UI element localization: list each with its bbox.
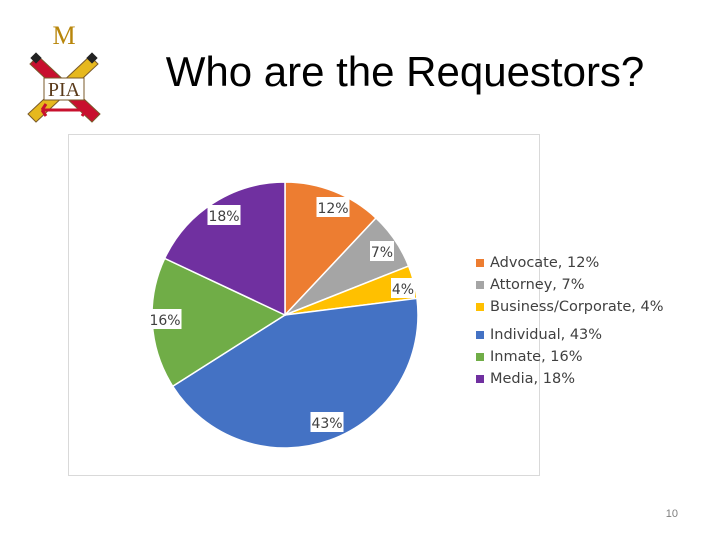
logo-letter: M [52,21,75,50]
data-label: 18% [207,205,241,225]
legend-swatch [476,375,484,383]
data-label: 4% [391,278,415,298]
legend-swatch [476,331,484,339]
pie-chart: 12% 7% 4% 43% 16% 18% [148,181,419,449]
data-label: 12% [316,197,350,217]
data-label-text: 4% [392,282,414,298]
chart-area: 12% 7% 4% 43% 16% 18% [68,134,540,476]
page-number: 10 [665,508,678,520]
legend-label: Inmate, 16% [490,349,583,365]
legend-item: Individual, 43% [470,324,710,346]
data-label: 16% [148,309,182,329]
data-label-text: 43% [311,416,342,432]
data-label-bg [391,278,415,298]
legend-label: Attorney, 7% [490,277,585,293]
legend-item: Advocate, 12% [470,252,710,274]
data-label-bg [310,412,344,432]
logo-text: PIA [48,79,81,101]
legend-item: Media, 18% [470,368,710,390]
data-label-bg [370,241,394,261]
legend-label: Business/Corporate, 4% [490,299,664,315]
slide-title: Who are the Requestors? [165,48,645,95]
legend-label: Individual, 43% [490,327,603,343]
legend-swatch [476,353,484,361]
data-label-bg [207,205,241,225]
legend-swatch [476,303,484,311]
legend-label: Advocate, 12% [490,255,600,271]
legend-swatch [476,281,484,289]
pie-slice-advocate [284,181,378,317]
data-label-text: 16% [149,313,180,329]
mpia-logo: M PIA [22,18,106,128]
pie-slice-individual [171,297,419,449]
pie-slice-media [163,181,286,317]
legend-swatch [476,259,484,267]
legend-item: Attorney, 7% [470,274,710,296]
data-label: 43% [310,412,344,432]
chart-legend: Advocate, 12% Attorney, 7% Business/Corpor… [470,252,710,390]
legend-item: Inmate, 16% [470,346,710,368]
legend-item: Business/Corporate, 4% [470,296,710,318]
data-label: 7% [370,241,394,261]
legend-label: Media, 18% [490,371,575,387]
data-label-text: 18% [208,209,239,225]
data-label-text: 12% [317,201,348,217]
data-label-bg [316,197,350,217]
data-label-bg [148,309,182,329]
data-label-text: 7% [371,245,393,261]
